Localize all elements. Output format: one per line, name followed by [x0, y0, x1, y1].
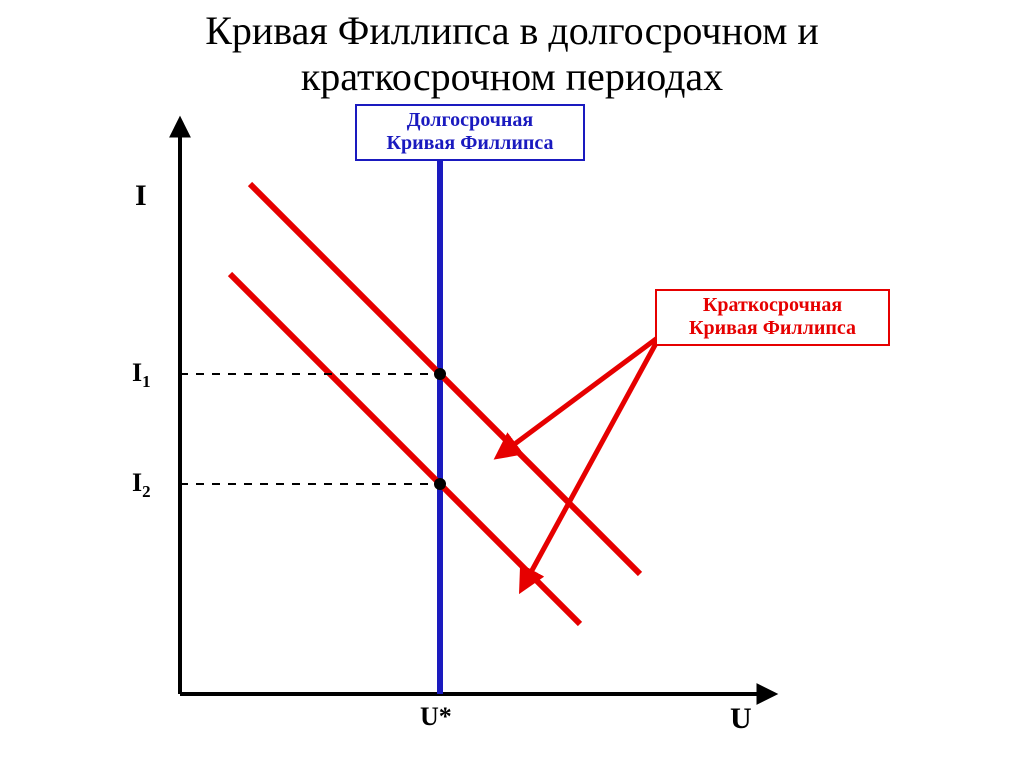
page-title: Кривая Филлипса в долгосрочном и краткос…: [0, 0, 1024, 100]
tick-i2: I2: [132, 468, 151, 502]
tick-i1: I1: [132, 358, 151, 392]
y-axis-label: I: [135, 179, 147, 213]
legend-longrun: Долгосрочная Кривая Филлипса: [355, 104, 585, 161]
x-axis-label: U: [730, 702, 752, 736]
phillips-curve-diagram: I U I1 I2 U* Долгосрочная Кривая Филлипс…: [0, 104, 1024, 764]
chart-svg: [0, 104, 1024, 764]
tick-u-star: U*: [420, 702, 452, 732]
title-line2: краткосрочном периодах: [301, 54, 723, 99]
title-line1: Кривая Филлипса в долгосрочном и: [205, 8, 819, 53]
legend-shortrun: Краткосрочная Кривая Филлипса: [655, 289, 890, 346]
